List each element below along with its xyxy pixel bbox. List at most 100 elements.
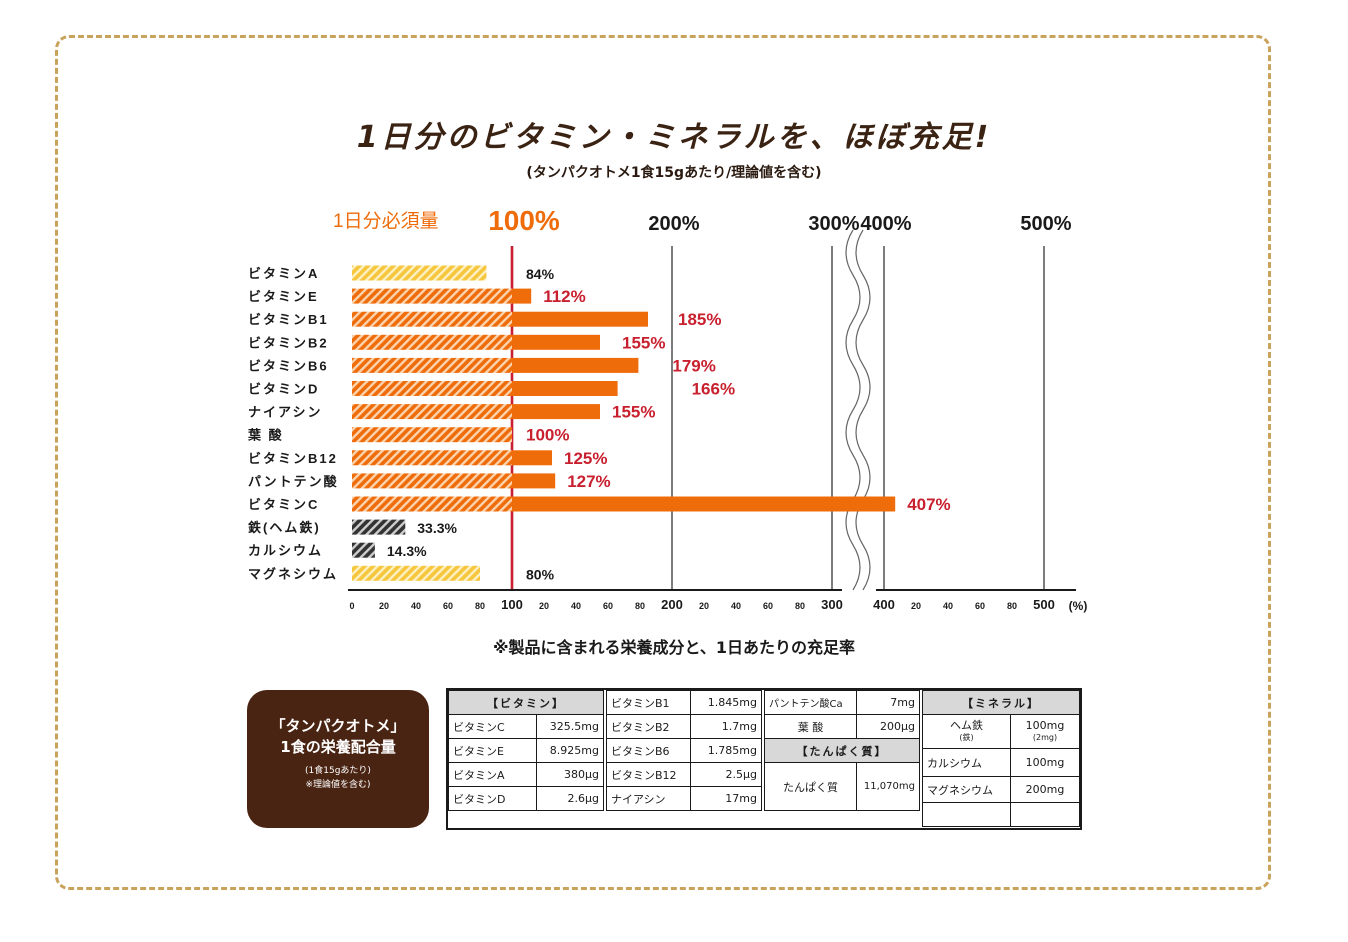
nutrient-name: 葉 酸: [764, 714, 857, 739]
data-bar-base: [352, 357, 512, 373]
nutrient-value: 2.6μg: [536, 786, 604, 811]
page-title: 1日分のビタミン・ミネラルを、ほぼ充足!: [356, 120, 992, 155]
nutrient-name: パントテン酸Ca: [764, 690, 857, 715]
iron-name: ヘム鉄: [950, 718, 983, 732]
data-bar: [512, 311, 648, 327]
x-tick-label-major: 500: [1033, 597, 1055, 612]
x-tick-label: 20: [911, 601, 921, 611]
data-bar: [512, 404, 600, 420]
nutrient-value: 8.925mg: [536, 738, 604, 763]
vitamin-header: 【ビタミン】: [448, 690, 604, 715]
nutrient-name: ビタミンB6: [606, 738, 691, 763]
vitamin-table-col1: 【ビタミン】 ビタミンC 325.5mg ビタミンE 8.925mg ビタミンA 38…: [448, 690, 604, 811]
value-label: 185%: [678, 310, 721, 329]
nutrient-name: ビタミンB12: [606, 762, 691, 787]
nutrient-value: 1.7mg: [690, 714, 762, 739]
x-tick-label: 40: [411, 601, 421, 611]
nutrient-value: 380μg: [536, 762, 604, 787]
data-bar-base: [352, 473, 512, 489]
reference-label: 1日分必須量: [333, 210, 439, 232]
category-label: ビタミンB1: [248, 312, 329, 327]
data-bar: [512, 496, 896, 512]
nutrient-name: ビタミンA: [448, 762, 537, 787]
nutrient-value: 200mg: [1010, 776, 1080, 803]
value-label: 407%: [907, 495, 950, 514]
iron-value-sub: (2mg): [1032, 732, 1058, 742]
nutrient-name: ナイアシン: [606, 786, 691, 811]
x-tick-label: 60: [603, 601, 613, 611]
category-label: カルシウム: [248, 543, 323, 558]
value-label: 127%: [567, 472, 610, 491]
category-label: パントテン酸: [248, 474, 339, 489]
axis-break-line: [855, 229, 871, 591]
value-label: 33.3%: [417, 520, 457, 536]
x-tick-label-major: 300: [821, 597, 843, 612]
top-percent-label: 500%: [1020, 213, 1071, 235]
category-label: ビタミンC: [248, 497, 319, 512]
serving-badge: 「タンパクオトメ」 1食の栄養配合量 (1食15gあたり) ※理論値を含む): [247, 690, 429, 828]
top-percent-label: 300%: [808, 213, 859, 235]
x-tick-label: 20: [379, 601, 389, 611]
empty-cell: [1010, 802, 1080, 827]
category-label: ビタミンB12: [248, 451, 338, 466]
nutrient-name: ビタミンB1: [606, 690, 691, 715]
vitamin-bar-chart: 1日分必須量 ビタミンA 84% ビタミンE 112% ビタミンB1 185% ビタミンB2…: [247, 205, 1087, 613]
data-bar: [512, 473, 556, 489]
category-label: ビタミンA: [248, 266, 319, 281]
dashed-frame: [55, 35, 1271, 890]
empty-cell: [922, 802, 1011, 827]
page-subtitle: (タンパクオトメ1食15gあたり/理論値を含む): [526, 165, 822, 181]
x-tick-label: 80: [1007, 601, 1017, 611]
category-label: ビタミンD: [248, 382, 319, 397]
x-tick-label: 20: [699, 601, 709, 611]
nutrient-name: ビタミンE: [448, 738, 537, 763]
category-label: ビタミンE: [248, 289, 319, 304]
nutrient-name: カルシウム: [922, 748, 1011, 777]
axis-break-line: [845, 229, 861, 591]
data-bar-base: [352, 496, 512, 512]
x-tick-label: 80: [635, 601, 645, 611]
nutrient-value: 17mg: [690, 786, 762, 811]
nutrient-value: 100mg (2mg): [1010, 714, 1080, 749]
data-bar: [352, 265, 487, 281]
top-percent-label: 200%: [648, 213, 699, 235]
x-tick-label: 80: [795, 601, 805, 611]
nutrient-name: ビタミンB2: [606, 714, 691, 739]
category-label: ナイアシン: [248, 405, 322, 420]
nutrient-value: 1.845mg: [690, 690, 762, 715]
nutrient-name: ヘム鉄 (鉄): [922, 714, 1011, 749]
mineral-header: 【ミネラル】: [922, 690, 1080, 715]
value-label: 100%: [526, 426, 569, 445]
badge-line4: ※理論値を含む): [305, 780, 371, 790]
top-percent-label: 400%: [860, 213, 911, 235]
nutrition-table: [446, 688, 1082, 830]
data-bar: [512, 450, 552, 466]
nutrient-name: ビタミンC: [448, 714, 537, 739]
x-tick-label: 40: [731, 601, 741, 611]
nutrient-value: 100mg: [1010, 748, 1080, 777]
vitamin-table-col3: パントテン酸Ca 7mg 葉 酸 200μg 【たんぱく質】 たんぱく質 11,070…: [764, 690, 920, 811]
iron-value: 100mg: [1025, 718, 1065, 732]
nutrient-value: 7mg: [856, 690, 920, 715]
mineral-table: 【ミネラル】 ヘム鉄 (鉄) 100mg (2mg) カルシウム 100mg マグ…: [922, 690, 1080, 827]
data-bar-base: [352, 334, 512, 350]
data-bar-base: [352, 427, 512, 443]
category-label: 葉 酸: [247, 428, 284, 443]
nutrient-value: 2.5μg: [690, 762, 762, 787]
data-bar: [512, 334, 600, 350]
nutrient-value: 325.5mg: [536, 714, 604, 739]
data-bar: [512, 288, 532, 304]
nutrient-name: ビタミンD: [448, 786, 537, 811]
data-bar: [512, 357, 639, 373]
value-label: 80%: [526, 566, 555, 582]
nutrient-value: 11,070mg: [856, 762, 920, 811]
x-tick-label: 60: [975, 601, 985, 611]
x-tick-label: 60: [763, 601, 773, 611]
nutrient-name: たんぱく質: [764, 762, 857, 811]
value-label: 125%: [564, 449, 607, 468]
value-label: 179%: [672, 356, 715, 375]
vitamin-table-col2: ビタミンB1 1.845mg ビタミンB2 1.7mg ビタミンB6 1.785mg …: [606, 690, 762, 811]
badge-line1: 「タンパクオトメ」: [270, 717, 406, 735]
x-tick-label: 60: [443, 601, 453, 611]
x-tick-label-major: 400: [873, 597, 895, 612]
